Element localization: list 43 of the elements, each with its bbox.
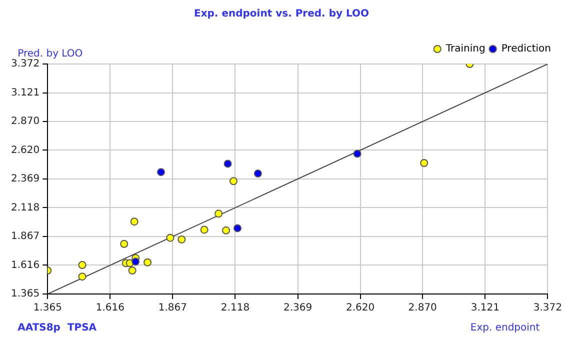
chart-title: Exp. endpoint vs. Pred. by LOO bbox=[194, 8, 370, 20]
point bbox=[128, 266, 136, 275]
x-tick-label: 1.867 bbox=[158, 302, 188, 314]
x-tick-label: 2.118 bbox=[220, 302, 250, 314]
y-tick-label: 2.118 bbox=[10, 202, 40, 214]
point bbox=[353, 150, 362, 158]
point bbox=[130, 218, 138, 226]
point bbox=[178, 235, 186, 244]
point bbox=[254, 170, 262, 178]
y-axis-title: Pred. by LOO bbox=[18, 48, 83, 60]
legend-label: Prediction bbox=[501, 44, 552, 55]
point bbox=[214, 210, 223, 218]
x-tick-label: 2.369 bbox=[283, 302, 312, 314]
x-tick-label: 1.365 bbox=[33, 302, 62, 314]
y-tick-label: 2.620 bbox=[10, 144, 40, 156]
point bbox=[132, 258, 140, 266]
point bbox=[120, 240, 128, 248]
point bbox=[144, 258, 152, 266]
point bbox=[224, 160, 232, 168]
y-tick-label: 3.121 bbox=[10, 87, 40, 98]
x-axis-title: Exp. endpoint bbox=[470, 322, 540, 334]
x-tick-label: 3.121 bbox=[470, 302, 500, 314]
point bbox=[200, 226, 208, 234]
point bbox=[233, 224, 242, 232]
point bbox=[78, 272, 86, 281]
y-tick-label: 2.369 bbox=[10, 174, 40, 185]
x-tick-label: 3.372 bbox=[533, 302, 562, 314]
point bbox=[78, 261, 86, 270]
y-tick-label: 2.870 bbox=[10, 116, 40, 128]
legend-label: Training bbox=[444, 44, 486, 55]
text: AATS8p TPSA bbox=[18, 322, 97, 334]
point bbox=[222, 226, 230, 234]
point bbox=[166, 234, 174, 242]
y-tick-label: 3.372 bbox=[10, 58, 40, 70]
point bbox=[230, 177, 238, 186]
y-tick-label: 1.365 bbox=[10, 288, 40, 300]
y-tick-label: 1.616 bbox=[10, 260, 40, 271]
point bbox=[156, 168, 165, 176]
x-tick-label: 1.616 bbox=[96, 302, 124, 314]
x-tick-label: 2.870 bbox=[408, 302, 437, 314]
x-tick-label: 2.620 bbox=[346, 302, 375, 314]
y-tick-label: 1.867 bbox=[10, 231, 40, 242]
point bbox=[420, 159, 428, 168]
